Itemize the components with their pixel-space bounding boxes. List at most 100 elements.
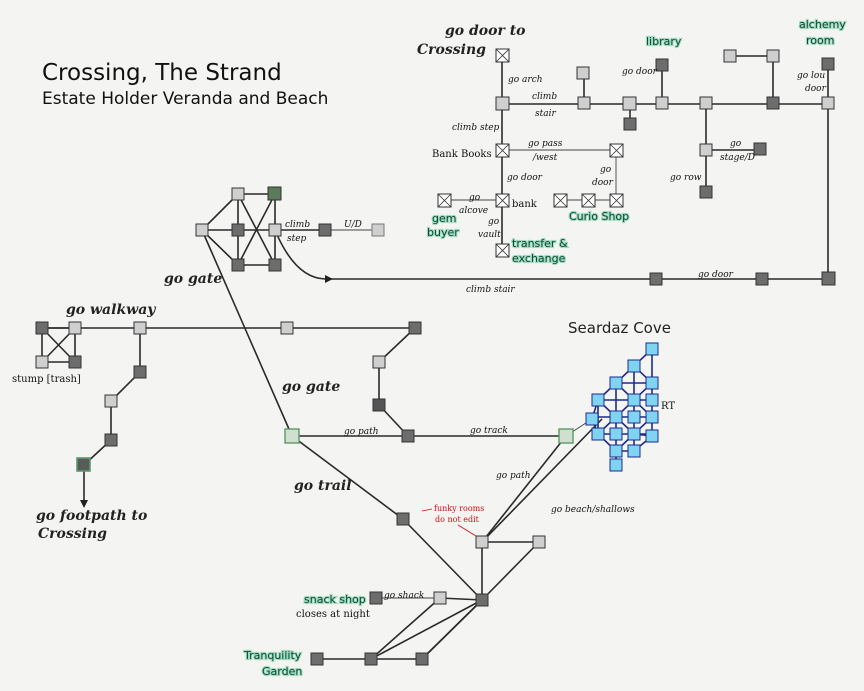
room-mid-1[interactable] xyxy=(372,355,386,369)
room-door-right[interactable] xyxy=(755,272,769,286)
label-go-footpath: go footpath to xyxy=(36,508,147,524)
room-walkway-down-3[interactable] xyxy=(104,433,118,447)
cove-room[interactable] xyxy=(609,376,623,390)
room-veranda-5[interactable] xyxy=(268,258,282,272)
room-walkway-mid[interactable] xyxy=(280,321,294,335)
cove-room[interactable] xyxy=(627,444,641,458)
label-go-stage: go xyxy=(730,139,742,149)
cove-room[interactable] xyxy=(609,444,623,458)
label-go-footpath-2: Crossing xyxy=(38,526,107,542)
room-funky-2[interactable] xyxy=(532,535,546,549)
map-labels: go door to Crossing go arch climb stair … xyxy=(12,17,847,679)
room-ud[interactable] xyxy=(371,223,385,237)
room-stair[interactable] xyxy=(577,96,591,110)
room-veranda-3[interactable] xyxy=(231,223,245,237)
cove-room[interactable] xyxy=(627,393,641,407)
room-shack[interactable] xyxy=(433,591,447,605)
cove-room[interactable] xyxy=(591,427,605,441)
label-go-beach: go beach/shallows xyxy=(551,505,635,515)
label-climb-stair: climb xyxy=(532,92,557,102)
room-stump-3[interactable] xyxy=(35,355,49,369)
cove-room[interactable] xyxy=(645,342,659,356)
label-go-alcove: go xyxy=(469,193,481,203)
cove-room[interactable] xyxy=(645,393,659,407)
room-corridor-c[interactable] xyxy=(699,96,713,110)
room-track[interactable] xyxy=(558,428,574,444)
room-stair-top[interactable] xyxy=(576,66,590,80)
room-veranda-1[interactable] xyxy=(231,187,245,201)
cove-room[interactable] xyxy=(627,410,641,424)
room-climb-step[interactable] xyxy=(318,223,332,237)
room-walkway-down-1[interactable] xyxy=(133,365,147,379)
room-stair-bottom[interactable] xyxy=(649,272,663,286)
room-garden-2[interactable] xyxy=(364,652,378,666)
cove-room[interactable] xyxy=(609,410,623,424)
label-go-path-mid: go path xyxy=(344,427,379,437)
room-veranda-2[interactable] xyxy=(267,186,282,201)
room-corridor-d[interactable] xyxy=(766,96,780,110)
label-gem-buyer-2: buyer xyxy=(427,226,459,239)
cove-rooms xyxy=(585,342,659,472)
cove-room[interactable] xyxy=(591,393,605,407)
cove-room[interactable] xyxy=(609,427,623,441)
room-stage-hall[interactable] xyxy=(699,143,713,157)
room-gate[interactable] xyxy=(284,428,300,444)
room-corridor-b[interactable] xyxy=(623,117,637,131)
label-go-walkway: go walkway xyxy=(66,302,156,318)
room-footpath[interactable] xyxy=(76,457,91,472)
label-go-vault: go xyxy=(488,217,500,227)
label-go-pass: go pass xyxy=(528,139,563,149)
room-top-right-b[interactable] xyxy=(766,49,780,63)
room-corridor-end[interactable] xyxy=(821,96,835,110)
cove-room[interactable] xyxy=(645,410,659,424)
room-alchemy[interactable] xyxy=(821,57,835,71)
room-garden-1[interactable] xyxy=(310,652,324,666)
room-stump-2[interactable] xyxy=(68,321,82,335)
room-lou-door[interactable] xyxy=(821,271,836,286)
room-veranda-4[interactable] xyxy=(231,258,245,272)
room-stump-4[interactable] xyxy=(68,355,82,369)
cove-room[interactable] xyxy=(645,429,659,443)
cove-room[interactable] xyxy=(645,376,659,390)
room-veranda-gate[interactable] xyxy=(195,223,209,237)
room-stump-1[interactable] xyxy=(35,321,49,335)
label-climb-step: climb step xyxy=(452,123,500,133)
label-go-gate-mid: go gate xyxy=(282,379,340,395)
room-mid-2[interactable] xyxy=(372,398,386,412)
label-go-door-bank: go door xyxy=(507,173,543,183)
room-walkway-end[interactable] xyxy=(408,321,422,335)
room-walkway-down-2[interactable] xyxy=(104,394,118,408)
label-go-stage-2: stage/D xyxy=(720,153,755,163)
label-go-door-curio: go xyxy=(600,165,612,175)
room-library-door[interactable] xyxy=(655,96,669,110)
label-snack-shop: snack shop xyxy=(304,593,366,606)
room-veranda-step[interactable] xyxy=(268,223,282,237)
label-climb-stair-2: stair xyxy=(535,109,556,119)
cove-room[interactable] xyxy=(609,458,623,472)
room-mid-path[interactable] xyxy=(401,429,415,443)
room-garden-3[interactable] xyxy=(415,652,429,666)
label-go-door-library: go door xyxy=(622,67,658,77)
room-library[interactable] xyxy=(655,58,669,72)
room-stage[interactable] xyxy=(753,142,767,156)
label-seardaz-cove: Seardaz Cove xyxy=(568,319,671,337)
room-trail[interactable] xyxy=(396,512,410,526)
label-go-door-right: go door xyxy=(698,270,734,280)
cove-room[interactable] xyxy=(585,412,599,426)
label-go-alcove-2: alcove xyxy=(459,206,488,216)
label-go-track: go track xyxy=(470,426,508,436)
room-corridor-a[interactable] xyxy=(622,96,637,111)
room-funky[interactable] xyxy=(475,535,489,549)
room-top-right-a[interactable] xyxy=(723,49,737,63)
label-bank-books: Bank Books xyxy=(432,149,492,160)
room-row[interactable] xyxy=(699,185,713,199)
label-go-lou-door-2: door xyxy=(805,84,827,94)
label-go-path-diag: go path xyxy=(496,471,531,481)
room-beach-hub[interactable] xyxy=(475,593,489,607)
cove-room[interactable] xyxy=(627,427,641,441)
room-snack-shop[interactable] xyxy=(369,591,383,605)
cove-room[interactable] xyxy=(627,359,641,373)
label-go-pass-2: /west xyxy=(532,153,558,163)
room-walkway[interactable] xyxy=(133,321,147,335)
room-arch[interactable] xyxy=(495,96,510,111)
